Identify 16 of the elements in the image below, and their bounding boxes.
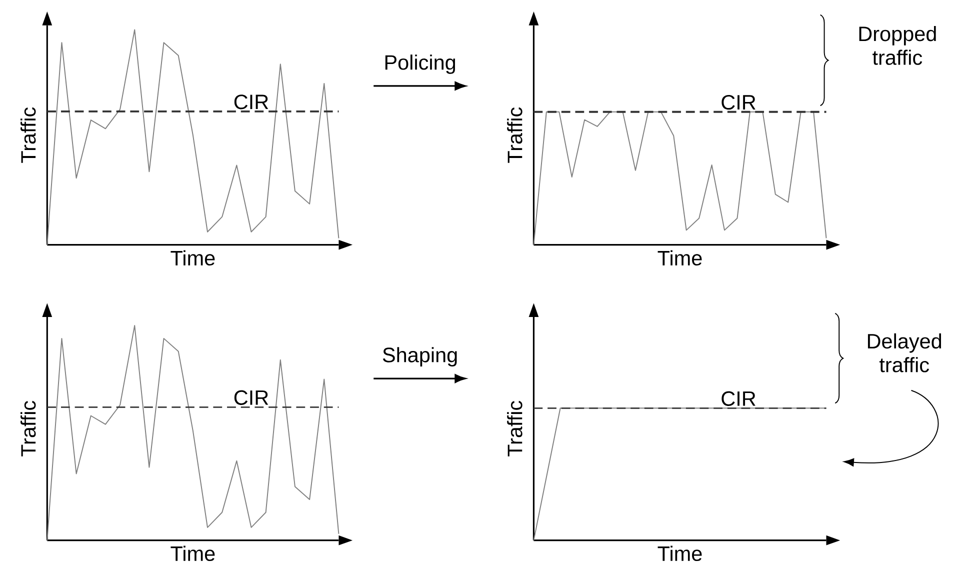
x-axis-title: Time	[658, 546, 702, 561]
ref-line-label: CIR	[722, 391, 756, 406]
x-axis-title: Time	[658, 250, 702, 266]
ref-line-label: CIR	[234, 390, 268, 405]
text: Delayed traffic	[868, 333, 942, 372]
text: Shaping	[382, 347, 457, 366]
y-axis-title: Traffic	[507, 400, 522, 456]
ref-line-label: CIR	[722, 94, 756, 110]
text: Dropped traffic	[859, 26, 936, 65]
y-axis-title: Traffic	[507, 107, 522, 163]
x-axis-title: Time	[170, 250, 215, 266]
x-axis-title: Time	[170, 546, 215, 561]
ref-line-label: CIR	[234, 94, 268, 110]
y-axis-title: Traffic	[20, 400, 36, 456]
y-axis-title: Traffic	[20, 107, 36, 163]
text: Policing	[385, 54, 456, 74]
